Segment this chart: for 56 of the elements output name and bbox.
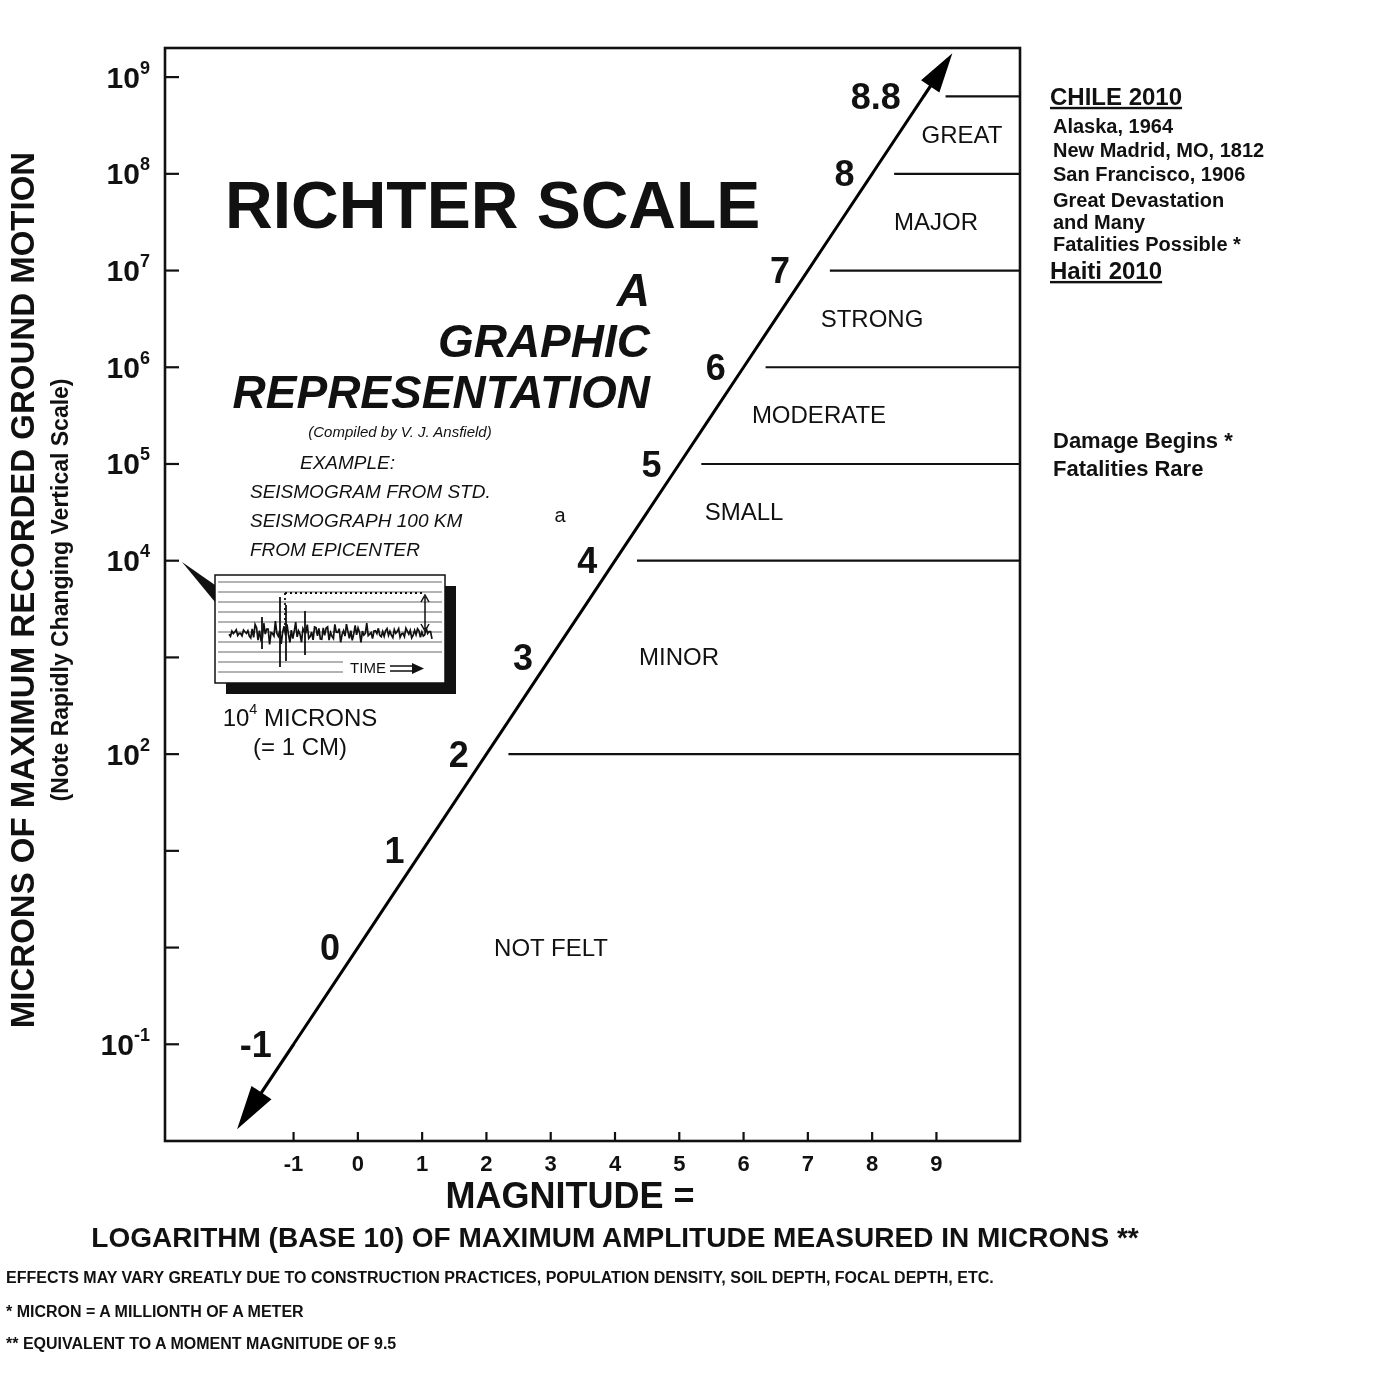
- ref-line-label: CHILE 2010: [1050, 82, 1183, 110]
- annotation: 8.8: [850, 76, 901, 118]
- y-tick-label: 10$^{7}$: [106, 250, 150, 288]
- y-tick-label: 10$^{9}$: [106, 57, 150, 94]
- y-tick-label: 10$^{-1}$: [100, 1024, 150, 1061]
- annotation: NOT FELT: [494, 934, 609, 962]
- annotation: 10$^{4}$ MICRONS (= 1 CM): [222, 701, 378, 761]
- annotation: EXAMPLE: SEISMOGRAM FROM STD. SEISMOGRAPH 100 KM FROM EPICENTER: [250, 451, 491, 560]
- annotation: 3: [512, 637, 534, 679]
- y-tick-label: 10$^{5}$: [106, 444, 150, 481]
- x-tick-label: 3: [544, 1150, 557, 1176]
- y-tick-label: 10$^{8}$: [106, 153, 150, 191]
- x-tick-label: 1: [416, 1150, 429, 1176]
- text: Damage Begins * Fatalities Rare: [1053, 427, 1234, 481]
- annotation: (Compiled by V. J. Ansfield): [308, 423, 492, 441]
- annotation: -1: [239, 1023, 272, 1065]
- x-tick-label: 8: [866, 1150, 879, 1176]
- x-tick-label: 4: [608, 1150, 622, 1176]
- text: * MICRON = A MILLIONTH OF A METER: [6, 1302, 305, 1320]
- text: New Madrid, MO, 1812: [1053, 139, 1265, 161]
- text: A GRAPHIC REPRESENTATION: [232, 264, 651, 419]
- x-tick-label: 5: [673, 1150, 686, 1176]
- annotation: SMALL: [704, 498, 784, 526]
- annotation: TIME: [350, 659, 386, 677]
- y-tick-label: 10$^{2}$: [106, 734, 150, 771]
- x-tick-label: 0: [351, 1150, 364, 1176]
- annotation: 0: [320, 927, 341, 969]
- text: EFFECTS MAY VARY GREATLY DUE TO CONSTRUCTION PRACTICES, POPULATION DENSITY, SOIL DEPTH, FOCAL DEPTH, ETC.: [6, 1268, 994, 1286]
- y-tick-label: 10$^{6}$: [106, 347, 150, 384]
- annotation: MINOR: [639, 643, 719, 671]
- x-tick-label: 6: [737, 1150, 750, 1176]
- annotation: 5: [641, 443, 662, 485]
- text: RICHTER SCALE: [225, 168, 761, 243]
- text: San Francisco, 1906: [1053, 163, 1246, 185]
- x-axis-title: MAGNITUDE = LOGARITHM (BASE 10) OF MAXIMUM AMPLITUDE MEASURED IN MICRONS **: [91, 1174, 1139, 1253]
- annotation: GREAT: [921, 121, 1003, 149]
- x-tick-label: 9: [930, 1150, 943, 1176]
- ref-line-label: Haiti 2010: [1050, 256, 1163, 284]
- x-tick-label: -1: [283, 1150, 304, 1176]
- text: Alaska, 1964: [1053, 115, 1174, 137]
- annotation: 1: [384, 830, 405, 872]
- annotation: MODERATE: [751, 401, 887, 429]
- x-tick-label: 2: [480, 1150, 493, 1176]
- annotation: a: [554, 504, 567, 526]
- y-axis-title: MICRONS OF MAXIMUM RECORDED GROUND MOTION (Note Rapidly Changing Vertical Scale): [3, 151, 74, 1029]
- annotation: 8: [834, 153, 855, 195]
- annotation: 2: [448, 733, 469, 775]
- annotation: 6: [705, 346, 726, 388]
- annotation: MAJOR: [894, 208, 978, 236]
- text: Great Devastation and Many Fatalities Possible *: [1053, 189, 1242, 255]
- annotation: 4: [577, 540, 598, 582]
- annotation: STRONG: [820, 305, 924, 333]
- annotation: 7: [770, 250, 791, 292]
- y-tick-label: 10$^{4}$: [106, 540, 150, 578]
- x-tick-label: 7: [801, 1150, 814, 1176]
- text: ** EQUIVALENT TO A MOMENT MAGNITUDE OF 9.5: [6, 1334, 397, 1352]
